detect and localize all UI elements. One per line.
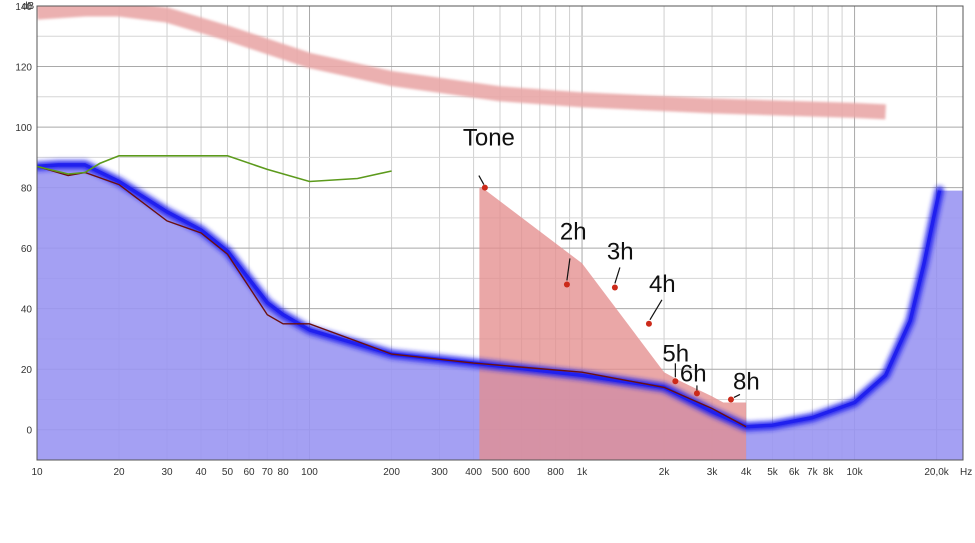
y-tick-label: 140 [15, 2, 32, 13]
y-tick-label: 120 [15, 63, 32, 74]
threshold-line [37, 163, 942, 429]
x-tick-label: 7k [807, 467, 819, 478]
harmonic-leader-line [566, 258, 571, 281]
harmonic-leader-line [478, 175, 485, 185]
harmonic-point [563, 281, 570, 288]
x-unit-label: Hz [960, 467, 972, 478]
harmonic-point [672, 378, 679, 385]
x-tick-label: 5k [767, 467, 779, 478]
y-tick-label: 100 [15, 123, 32, 134]
x-tick-label: 70 [262, 467, 274, 478]
x-tick-label: 8k [823, 467, 835, 478]
x-tick-label: 20 [113, 467, 125, 478]
harmonic-leader-line [649, 299, 663, 321]
x-tick-label: 80 [278, 467, 290, 478]
x-tick-label: 400 [465, 467, 482, 478]
x-tick-label: 300 [431, 467, 448, 478]
x-tick-label: 30 [161, 467, 173, 478]
harmonic-point [481, 184, 488, 191]
x-tick-label: 100 [301, 467, 318, 478]
harmonic-point [727, 396, 734, 403]
harmonic-label: 4h [649, 271, 676, 298]
x-tick-label: 40 [196, 467, 208, 478]
y-unit-label: dB [22, 1, 35, 12]
x-tick-label: 600 [513, 467, 530, 478]
x-tick-label: 20,0k [924, 467, 949, 478]
masking-band-line [37, 6, 886, 120]
x-tick-label: 800 [547, 467, 564, 478]
y-tick-label: 40 [21, 305, 33, 316]
harmonic-label: 8h [733, 368, 760, 395]
harmonic-label: 5h [662, 340, 689, 367]
x-tick-label: 10 [31, 467, 43, 478]
y-tick-label: 80 [21, 184, 33, 195]
x-tick-label: 200 [383, 467, 400, 478]
harmonic-leader-line [614, 267, 621, 284]
y-tick-label: 0 [26, 426, 32, 437]
x-tick-label: 1k [577, 467, 589, 478]
harmonic-label: 6h [680, 360, 707, 387]
y-tick-label: 60 [21, 244, 33, 255]
harmonic-point [611, 284, 618, 291]
x-tick-label: 4k [741, 467, 753, 478]
harmonic-label: 3h [607, 238, 634, 265]
threshold-fill-area [37, 164, 963, 460]
harmonic-label: 2h [560, 218, 587, 245]
x-tick-label: 50 [222, 467, 234, 478]
y-tick-label: 20 [21, 365, 33, 376]
dark-response-line [37, 165, 747, 428]
harmonic-leader-line [733, 393, 741, 399]
plot-frame [36, 5, 964, 461]
harmonic-point [645, 320, 652, 327]
harmonic-point [693, 390, 700, 397]
x-tick-label: 3k [707, 467, 719, 478]
green-response-line [37, 155, 392, 183]
x-tick-label: 500 [492, 467, 509, 478]
x-tick-label: 10k [846, 467, 863, 478]
x-tick-label: 2k [659, 467, 671, 478]
x-tick-label: 6k [789, 467, 801, 478]
harmonic-label: Tone [463, 125, 515, 152]
x-tick-label: 60 [243, 467, 255, 478]
